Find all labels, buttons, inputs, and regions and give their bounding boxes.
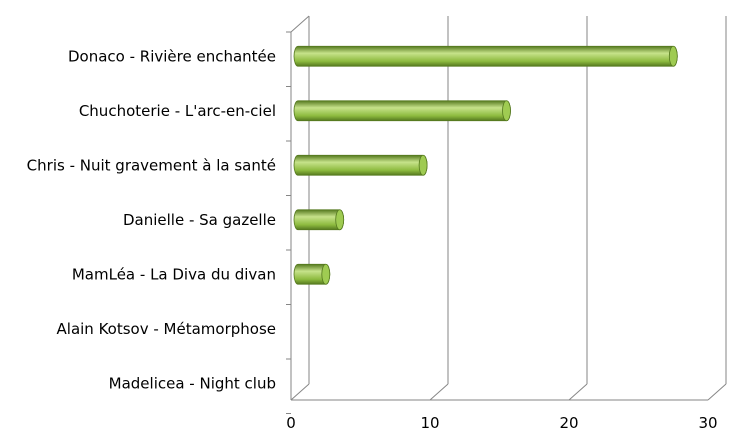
category-label: Chuchoterie - L'arc-en-ciel <box>79 102 276 120</box>
bar <box>293 209 345 231</box>
category-label: MamLéa - La Diva du divan <box>72 265 276 283</box>
bar <box>293 154 428 176</box>
category-labels: Donaco - Rivière enchantée Chuchoterie - … <box>27 47 276 392</box>
floor-edge <box>429 383 449 401</box>
category-label: Danielle - Sa gazelle <box>123 211 276 229</box>
floor-edge <box>707 383 727 401</box>
grid-layer <box>286 15 727 414</box>
bar-body <box>293 100 511 122</box>
x-tick-label: 30 <box>698 414 717 432</box>
x-tick-label: 0 <box>286 414 296 432</box>
bar-body <box>293 154 428 176</box>
x-tick-label: 20 <box>559 414 578 432</box>
bar-body <box>293 45 678 67</box>
bar-cap <box>668 45 678 67</box>
x-axis-tick-labels: 0 10 20 30 <box>286 414 717 432</box>
floor-edge <box>568 383 588 401</box>
bar <box>293 45 678 67</box>
bar <box>293 263 331 285</box>
bar <box>293 100 511 122</box>
floor-edge <box>290 383 310 401</box>
bar-cap <box>335 209 345 231</box>
category-label: Alain Kotsov - Métamorphose <box>57 320 276 338</box>
bar-cap <box>321 263 331 285</box>
category-label: Donaco - Rivière enchantée <box>68 47 276 65</box>
wall-top-edge <box>290 15 310 33</box>
x-tick-label: 10 <box>420 414 439 432</box>
category-label: Madelicea - Night club <box>109 374 276 392</box>
bars-layer <box>293 45 678 285</box>
bar-cap <box>502 100 511 122</box>
bar-cap <box>418 154 428 176</box>
category-label: Chris - Nuit gravement à la santé <box>27 156 276 174</box>
